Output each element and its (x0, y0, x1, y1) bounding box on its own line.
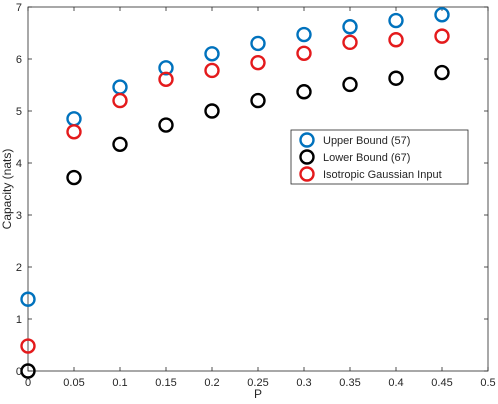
legend-label: Isotropic Gaussian Input (323, 169, 442, 181)
x-tick-label: 0.25 (247, 377, 268, 389)
legend-box (290, 129, 469, 185)
point-upper-bound-57 (296, 26, 312, 43)
y-tick-label: 2 (16, 262, 22, 274)
point-lower-bound-67 (66, 169, 82, 186)
point-lower-bound-67 (342, 76, 358, 93)
x-tick-label: 0.05 (63, 377, 84, 389)
point-upper-bound-57 (342, 19, 358, 35)
point-lower-bound-67 (20, 363, 36, 379)
x-tick-label: 0.1 (112, 377, 127, 389)
y-tick-label: 5 (16, 106, 22, 118)
point-upper-bound-57 (158, 60, 174, 76)
x-axis-label: P (254, 387, 262, 401)
point-isotropic-gaussian-input (250, 54, 266, 71)
point-isotropic-gaussian-input (342, 34, 358, 51)
legend-label: Lower Bound (67) (323, 152, 410, 164)
point-isotropic-gaussian-input (20, 338, 36, 354)
x-tick-label: 0.5 (480, 377, 495, 389)
legend: Upper Bound (57) Lower Bound (67) Isotropi… (290, 129, 469, 185)
plot-area-frame (27, 6, 489, 372)
y-tick-label: 7 (16, 2, 22, 14)
point-lower-bound-67 (204, 103, 220, 119)
point-upper-bound-57 (20, 291, 36, 307)
y-tick-label: 0 (16, 366, 22, 378)
x-tick-label: 0.4 (388, 377, 403, 389)
point-lower-bound-67 (296, 84, 312, 100)
point-isotropic-gaussian-input (296, 45, 312, 61)
point-isotropic-gaussian-input (66, 124, 82, 140)
point-upper-bound-57 (434, 7, 450, 23)
y-tick-label: 3 (16, 210, 22, 222)
point-lower-bound-67 (158, 117, 174, 133)
y-axis-label: Capacity (nats) (0, 149, 14, 230)
x-tick-label: 0.35 (339, 377, 360, 389)
y-tick-label: 4 (16, 158, 22, 170)
x-tick-label: 0.15 (155, 377, 176, 389)
data-points (20, 7, 450, 379)
y-tick-label: 1 (16, 314, 22, 326)
point-upper-bound-57 (204, 46, 220, 62)
legend-marker-upper-bound-57 (299, 132, 315, 148)
x-tick-label: 0.3 (296, 377, 311, 389)
y-axis-ticks: 0 1 2 3 4 5 6 7 (16, 2, 488, 378)
point-lower-bound-67 (250, 92, 266, 109)
x-axis-ticks: 0 0.05 0.1 0.15 0.2 0.25 0.3 0.35 0.4 0.45 0.5 (25, 7, 496, 389)
x-tick-label: 0.2 (204, 377, 219, 389)
point-lower-bound-67 (388, 70, 404, 86)
point-isotropic-gaussian-input (112, 92, 128, 109)
axes-box (27, 6, 489, 372)
point-isotropic-gaussian-input (434, 28, 450, 44)
point-isotropic-gaussian-input (388, 32, 404, 48)
point-isotropic-gaussian-input (204, 62, 220, 79)
legend-label: Upper Bound (57) (323, 135, 410, 147)
point-isotropic-gaussian-input (158, 71, 174, 87)
y-tick-label: 6 (16, 54, 22, 66)
point-lower-bound-67 (112, 136, 128, 152)
legend-marker-isotropic-gaussian-input (299, 166, 315, 182)
point-lower-bound-67 (434, 64, 450, 81)
point-upper-bound-57 (250, 35, 266, 52)
legend-marker-lower-bound-67 (299, 149, 315, 165)
point-upper-bound-57 (388, 12, 404, 29)
x-tick-label: 0 (25, 377, 31, 389)
x-tick-label: 0.45 (431, 377, 452, 389)
